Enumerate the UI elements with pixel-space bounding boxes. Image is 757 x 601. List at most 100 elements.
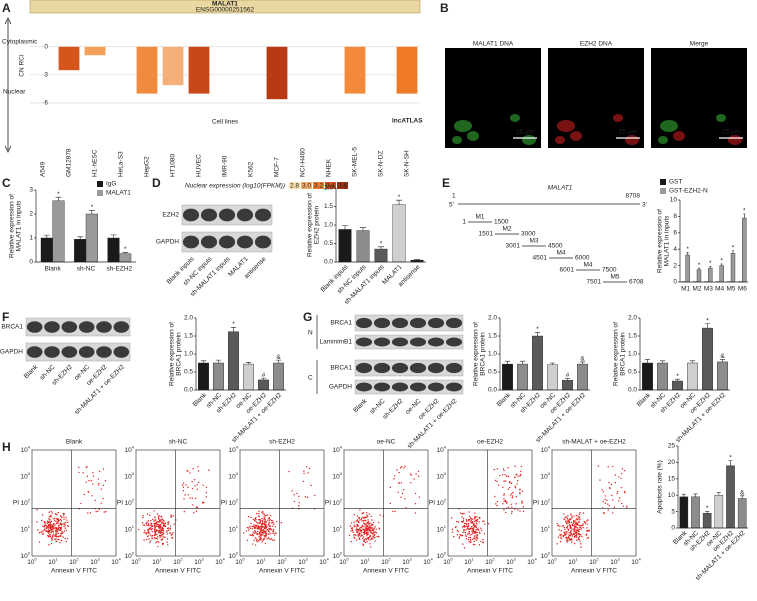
x-tick-label: 101 — [256, 557, 266, 566]
event-dot — [571, 515, 573, 517]
event-dot — [579, 518, 581, 521]
event-dot — [366, 514, 368, 516]
error-bar — [275, 359, 282, 363]
event-dot — [48, 531, 51, 533]
event-dot — [264, 519, 267, 521]
event-dot — [505, 475, 508, 477]
plot-frame — [343, 449, 429, 557]
event-dot — [47, 534, 49, 537]
blot-band — [445, 382, 463, 392]
tick-base: 10 — [131, 559, 139, 566]
y-tick-label: 1.5 — [628, 333, 637, 340]
event-dot — [78, 466, 80, 469]
event-dot — [579, 528, 581, 530]
tick-exponent: 0 — [555, 557, 558, 562]
event-dot — [259, 521, 262, 523]
event-dot — [497, 484, 500, 486]
event-dot — [205, 491, 208, 494]
event-dot — [169, 527, 171, 530]
event-dot — [415, 473, 417, 475]
event-dot — [611, 494, 613, 497]
event-dot — [63, 516, 65, 518]
event-dot — [574, 534, 577, 537]
event-dot — [378, 536, 380, 538]
error-bar — [705, 510, 710, 514]
event-dot — [503, 494, 505, 496]
plot-frame — [135, 449, 221, 557]
error-bar — [644, 359, 651, 363]
panel-letter: D — [152, 176, 161, 190]
event-dot — [571, 535, 574, 537]
bar — [642, 362, 653, 391]
blot-band — [182, 208, 200, 222]
event-dot — [371, 532, 374, 535]
y-tick-label: 25 — [668, 443, 676, 450]
event-dot — [46, 527, 48, 529]
event-dot — [51, 535, 54, 537]
event-dot — [147, 520, 150, 522]
event-dot — [192, 504, 194, 506]
event-dot — [621, 468, 624, 470]
event-dot — [517, 475, 519, 477]
event-dot — [50, 537, 53, 539]
event-dot — [362, 519, 365, 522]
event-dot — [575, 530, 578, 532]
event-dot — [58, 535, 61, 537]
tick-base: 10 — [298, 559, 306, 566]
event-dot — [468, 532, 470, 534]
y-tick-label: 104 — [541, 445, 551, 454]
event-dot — [59, 534, 62, 537]
blot-band — [373, 362, 391, 374]
event-dot — [519, 510, 521, 512]
event-dot — [261, 524, 264, 526]
x-tick-label: H1-hESC — [92, 149, 99, 177]
event-dot — [146, 524, 148, 526]
y-axis-label: EZH2 protein — [314, 205, 321, 244]
event-dot — [169, 525, 172, 527]
event-dot — [571, 516, 573, 519]
plot-frame — [551, 449, 637, 557]
y-axis-label: PI — [429, 500, 435, 507]
legend-label: 2.8 — [290, 182, 299, 189]
event-dot — [362, 543, 364, 545]
event-dot — [270, 529, 272, 531]
blot-band — [391, 337, 409, 347]
legend-swatch — [325, 182, 336, 189]
event-dot — [157, 517, 160, 519]
event-dot — [153, 520, 155, 522]
event-dot — [461, 534, 464, 537]
event-dot — [476, 520, 479, 522]
tick-exponent: 0 — [28, 551, 31, 556]
event-dot — [157, 515, 160, 518]
event-dot — [477, 529, 480, 531]
event-dot — [620, 487, 623, 489]
event-dot — [581, 535, 583, 538]
event-dot — [369, 534, 371, 537]
legend-label: 3.4 — [326, 182, 335, 189]
event-dot — [171, 536, 173, 539]
tick-exponent: 2 — [444, 498, 447, 503]
event-dot — [261, 526, 263, 529]
event-dot — [601, 489, 603, 491]
x-tick-label: 103 — [298, 557, 308, 566]
event-dot — [270, 533, 272, 535]
bar — [702, 513, 712, 529]
event-dot — [482, 541, 485, 544]
event-dot — [262, 510, 264, 513]
event-dot — [612, 499, 614, 501]
event-dot — [45, 524, 47, 527]
y-axis-label: PI — [533, 500, 539, 507]
event-dot — [350, 540, 352, 543]
event-dot — [257, 533, 259, 536]
event-dot — [255, 531, 257, 533]
event-dot — [465, 535, 467, 538]
event-dot — [514, 476, 516, 479]
x-tick-label: 103 — [402, 557, 412, 566]
event-dot — [55, 533, 57, 536]
event-dot — [50, 531, 52, 534]
event-dot — [577, 538, 579, 540]
cell-signal — [625, 135, 639, 145]
event-dot — [496, 504, 498, 507]
y-tick-label: 104 — [437, 445, 447, 454]
event-dot — [365, 533, 368, 535]
